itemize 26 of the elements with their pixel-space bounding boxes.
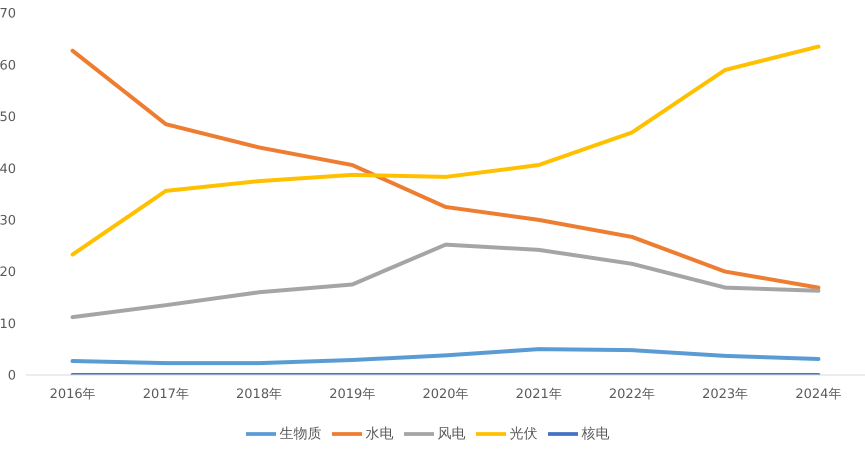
- x-tick-label: 2024年: [795, 387, 842, 402]
- legend-label: 水电: [366, 426, 394, 442]
- y-tick-label: 10: [0, 316, 16, 332]
- line-series: [70, 44, 820, 257]
- x-tick-label: 2022年: [608, 387, 655, 402]
- x-tick-label: 2017年: [142, 387, 189, 402]
- line-series: [70, 347, 820, 366]
- x-tick-label: 2023年: [702, 387, 748, 402]
- x-tick-label: 2019年: [329, 387, 376, 402]
- y-tick-label: 70: [0, 6, 16, 22]
- line-series: [70, 48, 820, 290]
- y-tick-label: 30: [0, 213, 16, 228]
- line-series: [70, 242, 820, 320]
- legend-label: 核电: [582, 426, 610, 442]
- x-tick-label: 2021年: [516, 387, 562, 402]
- x-tick-label: 2018年: [236, 387, 282, 402]
- y-tick-label: 0: [8, 368, 16, 384]
- x-tick-label: 2020年: [422, 387, 469, 402]
- y-tick-label: 60: [0, 58, 16, 74]
- legend-label: 生物质: [280, 426, 322, 442]
- legend-label: 风电: [438, 426, 466, 442]
- y-tick-label: 20: [0, 265, 16, 280]
- x-tick-label: 2016年: [50, 387, 96, 402]
- y-tick-label: 50: [0, 110, 16, 126]
- y-tick-label: 40: [0, 162, 16, 177]
- legend-label: 光伏: [510, 426, 538, 442]
